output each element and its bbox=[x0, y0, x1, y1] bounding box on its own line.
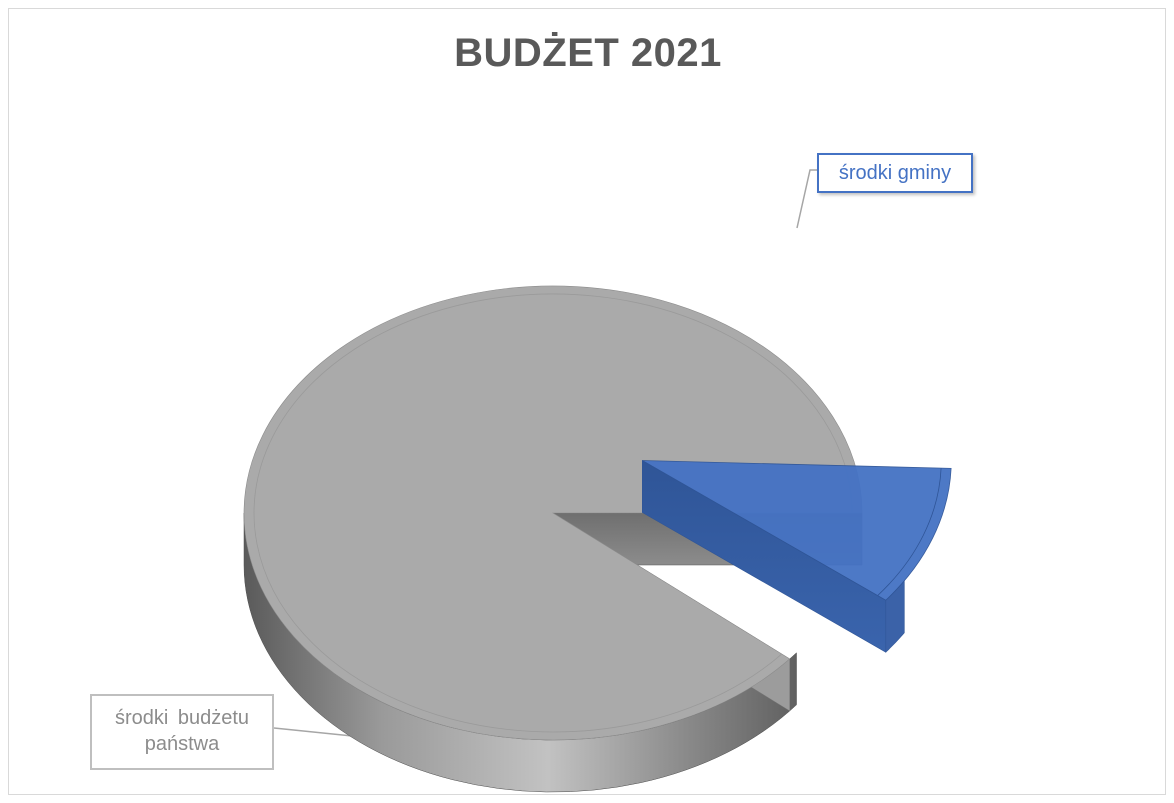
slice-budzet-panstwa-rim bbox=[253, 293, 853, 733]
data-label-budzet-panstwa: środki budżetu państwa bbox=[90, 694, 274, 770]
slice-budzet-panstwa-top bbox=[243, 285, 863, 741]
slice-srodki-gminy[interactable] bbox=[642, 459, 952, 653]
data-label-srodki-gminy: środki gminy bbox=[817, 153, 973, 193]
leader-line-panstwa bbox=[273, 727, 363, 738]
slice-srodki-gminy-rim bbox=[877, 468, 942, 596]
chart-title: BUDŻET 2021 bbox=[454, 31, 722, 75]
leader-line-gminy bbox=[796, 169, 817, 229]
slice-srodki-gminy-top bbox=[642, 460, 952, 601]
